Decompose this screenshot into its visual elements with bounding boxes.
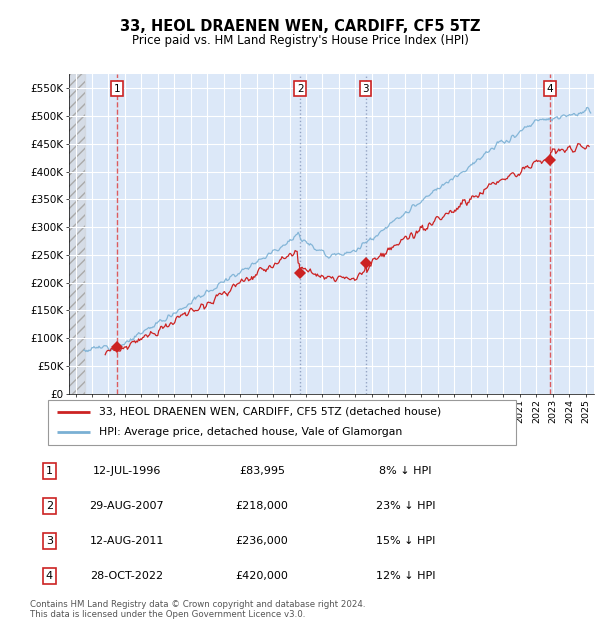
Text: 3: 3: [362, 84, 369, 94]
Text: 1: 1: [114, 84, 121, 94]
Text: 8% ↓ HPI: 8% ↓ HPI: [379, 466, 431, 476]
Text: 29-AUG-2007: 29-AUG-2007: [89, 501, 164, 511]
Text: 15% ↓ HPI: 15% ↓ HPI: [376, 536, 435, 546]
FancyBboxPatch shape: [48, 400, 516, 445]
Text: 3: 3: [46, 536, 53, 546]
Text: 12% ↓ HPI: 12% ↓ HPI: [376, 571, 435, 581]
Text: Contains HM Land Registry data © Crown copyright and database right 2024.
This d: Contains HM Land Registry data © Crown c…: [30, 600, 365, 619]
Text: HPI: Average price, detached house, Vale of Glamorgan: HPI: Average price, detached house, Vale…: [100, 427, 403, 438]
Text: 12-JUL-1996: 12-JUL-1996: [92, 466, 161, 476]
Text: £83,995: £83,995: [239, 466, 285, 476]
Text: £218,000: £218,000: [235, 501, 288, 511]
Polygon shape: [69, 74, 85, 394]
Text: 1: 1: [46, 466, 53, 476]
Text: 28-OCT-2022: 28-OCT-2022: [90, 571, 163, 581]
Text: 33, HEOL DRAENEN WEN, CARDIFF, CF5 5TZ: 33, HEOL DRAENEN WEN, CARDIFF, CF5 5TZ: [120, 19, 480, 33]
Text: 2: 2: [46, 501, 53, 511]
Text: 4: 4: [46, 571, 53, 581]
Text: £236,000: £236,000: [235, 536, 288, 546]
Text: 33, HEOL DRAENEN WEN, CARDIFF, CF5 5TZ (detached house): 33, HEOL DRAENEN WEN, CARDIFF, CF5 5TZ (…: [100, 407, 442, 417]
Text: £420,000: £420,000: [235, 571, 288, 581]
Text: 12-AUG-2011: 12-AUG-2011: [89, 536, 164, 546]
Text: 2: 2: [297, 84, 304, 94]
Text: Price paid vs. HM Land Registry's House Price Index (HPI): Price paid vs. HM Land Registry's House …: [131, 34, 469, 47]
Text: 4: 4: [547, 84, 553, 94]
Text: 23% ↓ HPI: 23% ↓ HPI: [376, 501, 435, 511]
